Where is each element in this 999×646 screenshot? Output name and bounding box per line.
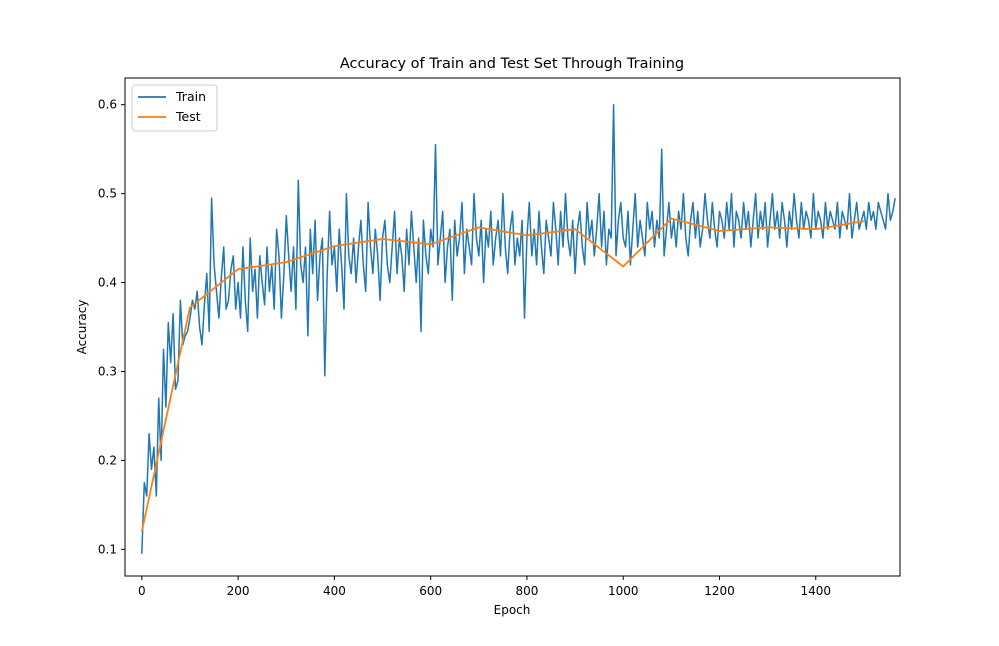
y-tick-label: 0.5 (98, 187, 117, 201)
x-axis-ticks: 0 200 400 600 800 1000 1200 1400 (138, 576, 831, 598)
legend-label-train: Train (175, 89, 206, 104)
legend-label-test: Test (175, 109, 201, 124)
x-tick-label: 600 (419, 584, 442, 598)
x-tick-label: 0 (138, 584, 146, 598)
chart-title: Accuracy of Train and Test Set Through T… (340, 56, 684, 72)
x-axis-label: Epoch (494, 603, 531, 617)
x-tick-label: 1200 (704, 584, 735, 598)
x-tick-label: 800 (515, 584, 538, 598)
y-tick-label: 0.3 (98, 364, 117, 378)
legend: Train Test (131, 84, 218, 132)
plot-area: 0 200 400 600 800 1000 1200 1400 0.10.20.30.40.… (98, 77, 901, 598)
series-line-train (141, 103, 896, 554)
y-axis-ticks: 0.1 0.2 0.3 0.4 0.5 0.6 (98, 98, 125, 556)
y-tick-label: 0.4 (98, 276, 117, 290)
series-layer (140, 103, 896, 554)
series-line-test (140, 217, 865, 532)
x-tick-label: 1000 (608, 584, 639, 598)
axes-frame (124, 77, 901, 577)
x-tick-label: 1400 (800, 584, 831, 598)
y-tick-label: 0.2 (98, 453, 117, 467)
y-tick-label: 0.1 (98, 542, 117, 556)
y-tick-label: 0.6 (98, 98, 117, 112)
y-axis-label: Accuracy (75, 300, 89, 355)
x-tick-label: 400 (323, 584, 346, 598)
x-tick-label: 200 (227, 584, 250, 598)
